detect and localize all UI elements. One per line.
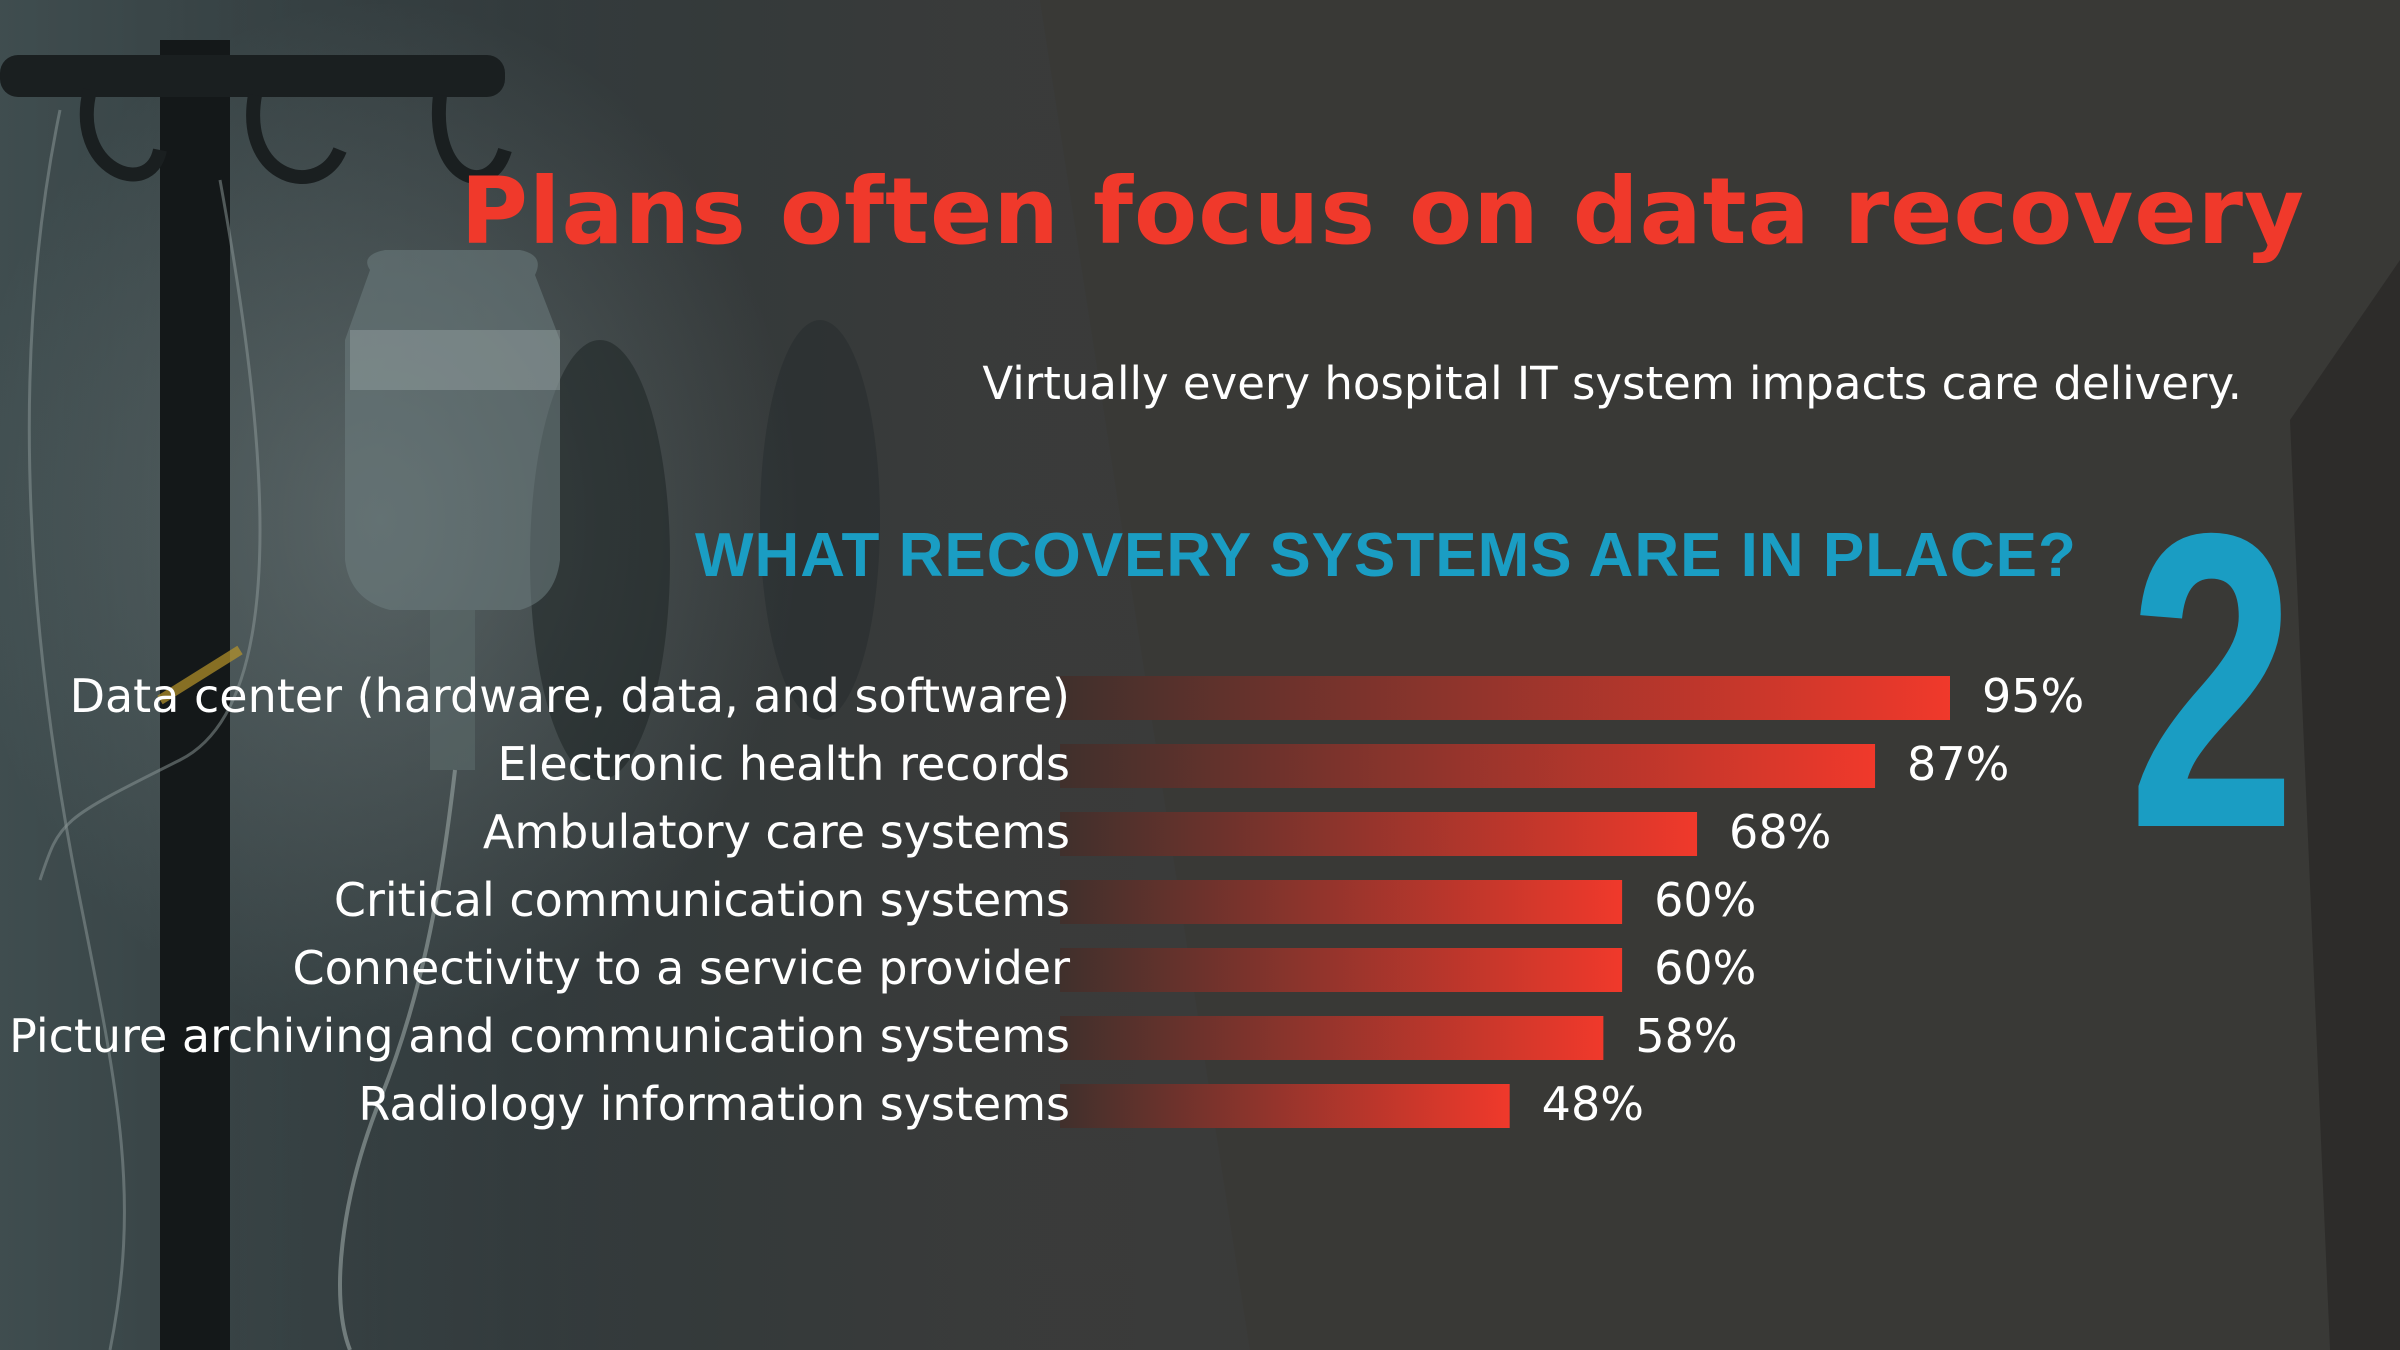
category-label: Ambulatory care systems	[483, 805, 1070, 859]
value-label: 60%	[1654, 873, 1756, 927]
bar-2	[1060, 744, 1876, 788]
category-label: Electronic health records	[497, 737, 1070, 791]
value-label: 87%	[1907, 737, 2009, 791]
chart-bars: Data center (hardware, data, and softwar…	[9, 669, 2084, 1131]
slide-subtitle: Virtually every hospital IT system impac…	[982, 357, 2242, 410]
bar-6	[1060, 1016, 1604, 1060]
bar-5	[1060, 948, 1623, 992]
value-label: 60%	[1654, 941, 1756, 995]
slide-title: Plans often focus on data recovery	[460, 158, 2305, 265]
bar-1	[1060, 676, 1950, 720]
value-label: 68%	[1729, 805, 1831, 859]
category-label: Data center (hardware, data, and softwar…	[70, 669, 1070, 723]
value-label: 58%	[1635, 1009, 1737, 1063]
bar-7	[1060, 1084, 1510, 1128]
category-label: Connectivity to a service provider	[292, 941, 1070, 995]
category-label: Radiology information systems	[358, 1077, 1070, 1131]
slide-number: 2	[2128, 447, 2297, 916]
value-label: 48%	[1542, 1077, 1644, 1131]
value-label: 95%	[1982, 669, 2084, 723]
category-label: Critical communication systems	[334, 873, 1070, 927]
category-label: Picture archiving and communication syst…	[9, 1009, 1070, 1063]
bar-3	[1060, 812, 1698, 856]
chart-title: WHAT RECOVERY SYSTEMS ARE IN PLACE?	[695, 521, 2077, 590]
bar-4	[1060, 880, 1623, 924]
